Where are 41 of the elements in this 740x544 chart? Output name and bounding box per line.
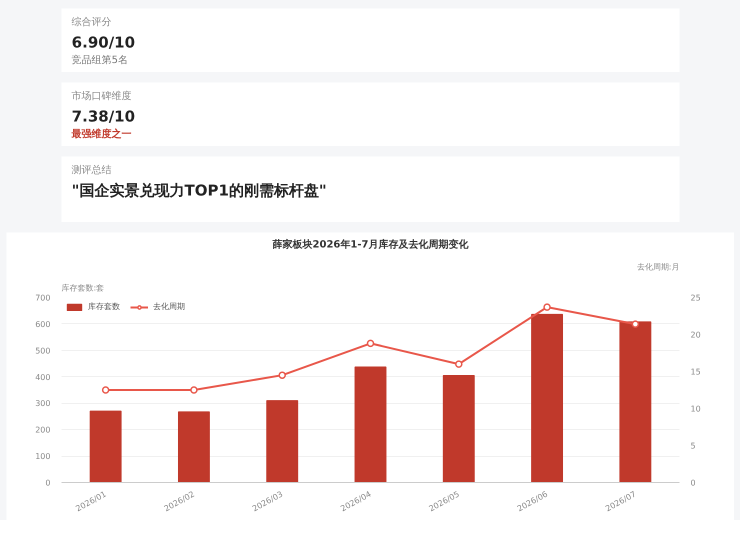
bar (531, 314, 564, 482)
point (366, 340, 374, 348)
bar (178, 411, 210, 482)
y2-tick-label: 5 (690, 442, 696, 450)
y-axis-title: 库存套数:套 (62, 284, 104, 292)
point (632, 320, 640, 328)
point (102, 386, 110, 394)
text: 7.38/10 (72, 108, 136, 126)
point (278, 371, 286, 379)
legend-label: 库存套数 (88, 301, 120, 312)
y2-tick-label: 10 (690, 404, 701, 414)
text: "国企实景兑现力TOP1的刚需标杆盘" (72, 182, 327, 200)
chart-title: 薛家板块2026年1-7月库存及去化周期变化 (272, 238, 470, 250)
y-tick-label: 400 (35, 372, 51, 382)
bar (266, 400, 298, 482)
y2-tick-label: 20 (690, 330, 701, 340)
bar (442, 374, 475, 482)
text: 市场口碑维度 (72, 90, 132, 102)
bar (90, 410, 122, 482)
y-tick-label: 200 (35, 426, 51, 435)
legend-label: 去化周期 (153, 301, 185, 312)
y-tick-label: 600 (35, 320, 51, 329)
point (543, 303, 551, 311)
y-tick-label: 0 (45, 478, 51, 488)
y2-tick-label: 0 (690, 478, 696, 488)
text: 综合评分 (72, 16, 112, 28)
bar (619, 321, 652, 482)
y-tick-label: 700 (35, 294, 51, 302)
text: 6.90/10 (72, 34, 136, 52)
y-tick-label: 500 (35, 346, 51, 356)
y-tick-label: 100 (35, 452, 51, 462)
y2-axis-title: 去化周期:月 (636, 262, 680, 272)
text: 测评总结 (72, 164, 112, 176)
bar (354, 366, 386, 482)
y-tick-label: 300 (35, 399, 51, 408)
point (455, 360, 463, 368)
y2-tick-label: 25 (690, 294, 701, 302)
y2-tick-label: 15 (690, 368, 701, 376)
text: 竞品组第5名 (72, 54, 128, 66)
text: 最强维度之一 (70, 128, 132, 140)
point (190, 386, 198, 394)
